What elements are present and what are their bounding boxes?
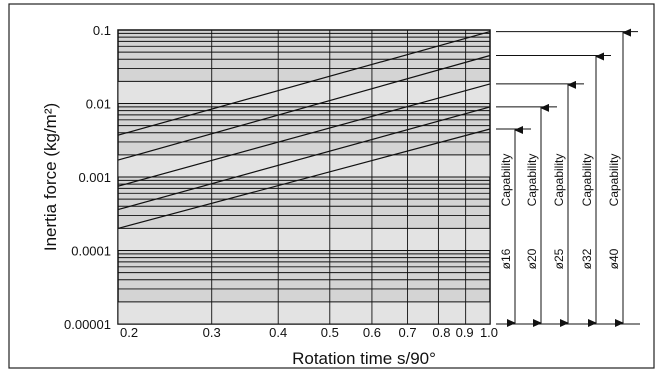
- x-tick-label: 0.8: [432, 325, 450, 340]
- y-tick-label: 0.01: [86, 97, 111, 112]
- series-line: [117, 106, 491, 211]
- capability-annotations: Capability ø16 Capability ø20 Capability ø25 C…: [496, 28, 640, 327]
- y-tick-label: 0.001: [78, 170, 111, 185]
- grid-band: [118, 301, 490, 324]
- y-tick-label: 0.1: [93, 23, 111, 38]
- series-line: [117, 83, 491, 187]
- series-size-label: ø16: [499, 248, 513, 269]
- x-tick-label: 1.0: [480, 325, 498, 340]
- series-lines: [117, 31, 491, 229]
- outer-border: [8, 3, 655, 369]
- series-size-label: ø20: [525, 248, 539, 269]
- x-tick-label: 0.6: [363, 325, 381, 340]
- x-tick-label: 0.7: [399, 325, 417, 340]
- grid-band: [118, 228, 490, 251]
- capability-label: Capability: [525, 154, 539, 207]
- y-tick-label: 0.00001: [64, 317, 111, 332]
- highlight-bands: [118, 81, 490, 324]
- y-tick-labels: 0.1 0.01 0.001 0.0001 0.00001: [64, 23, 111, 332]
- x-tick-label: 0.5: [321, 325, 339, 340]
- x-tick-label: 0.3: [203, 325, 221, 340]
- x-tick-label: 0.2: [120, 325, 138, 340]
- x-axis-label: Rotation time s/90°: [292, 349, 436, 368]
- x-tick-label: 0.9: [456, 325, 474, 340]
- series-size-label: ø32: [580, 248, 594, 269]
- series-line: [117, 31, 491, 136]
- y-tick-label: 0.0001: [71, 244, 111, 259]
- capability-label: Capability: [607, 154, 621, 207]
- series-line: [117, 54, 491, 161]
- capability-label: Capability: [499, 154, 513, 207]
- series-size-label: ø25: [552, 248, 566, 269]
- series-line: [117, 128, 491, 229]
- capability-label: Capability: [552, 154, 566, 207]
- series-size-label: ø40: [607, 248, 621, 269]
- grid-band: [118, 81, 490, 104]
- capability-label: Capability: [580, 154, 594, 207]
- x-tick-label: 0.4: [269, 325, 287, 340]
- x-tick-labels: 0.2 0.3 0.4 0.5 0.6 0.7 0.8 0.9 1.0: [120, 325, 498, 340]
- horizontal-gridlines: [118, 29, 490, 325]
- y-axis-label: Inertia force (kg/m²): [41, 103, 60, 251]
